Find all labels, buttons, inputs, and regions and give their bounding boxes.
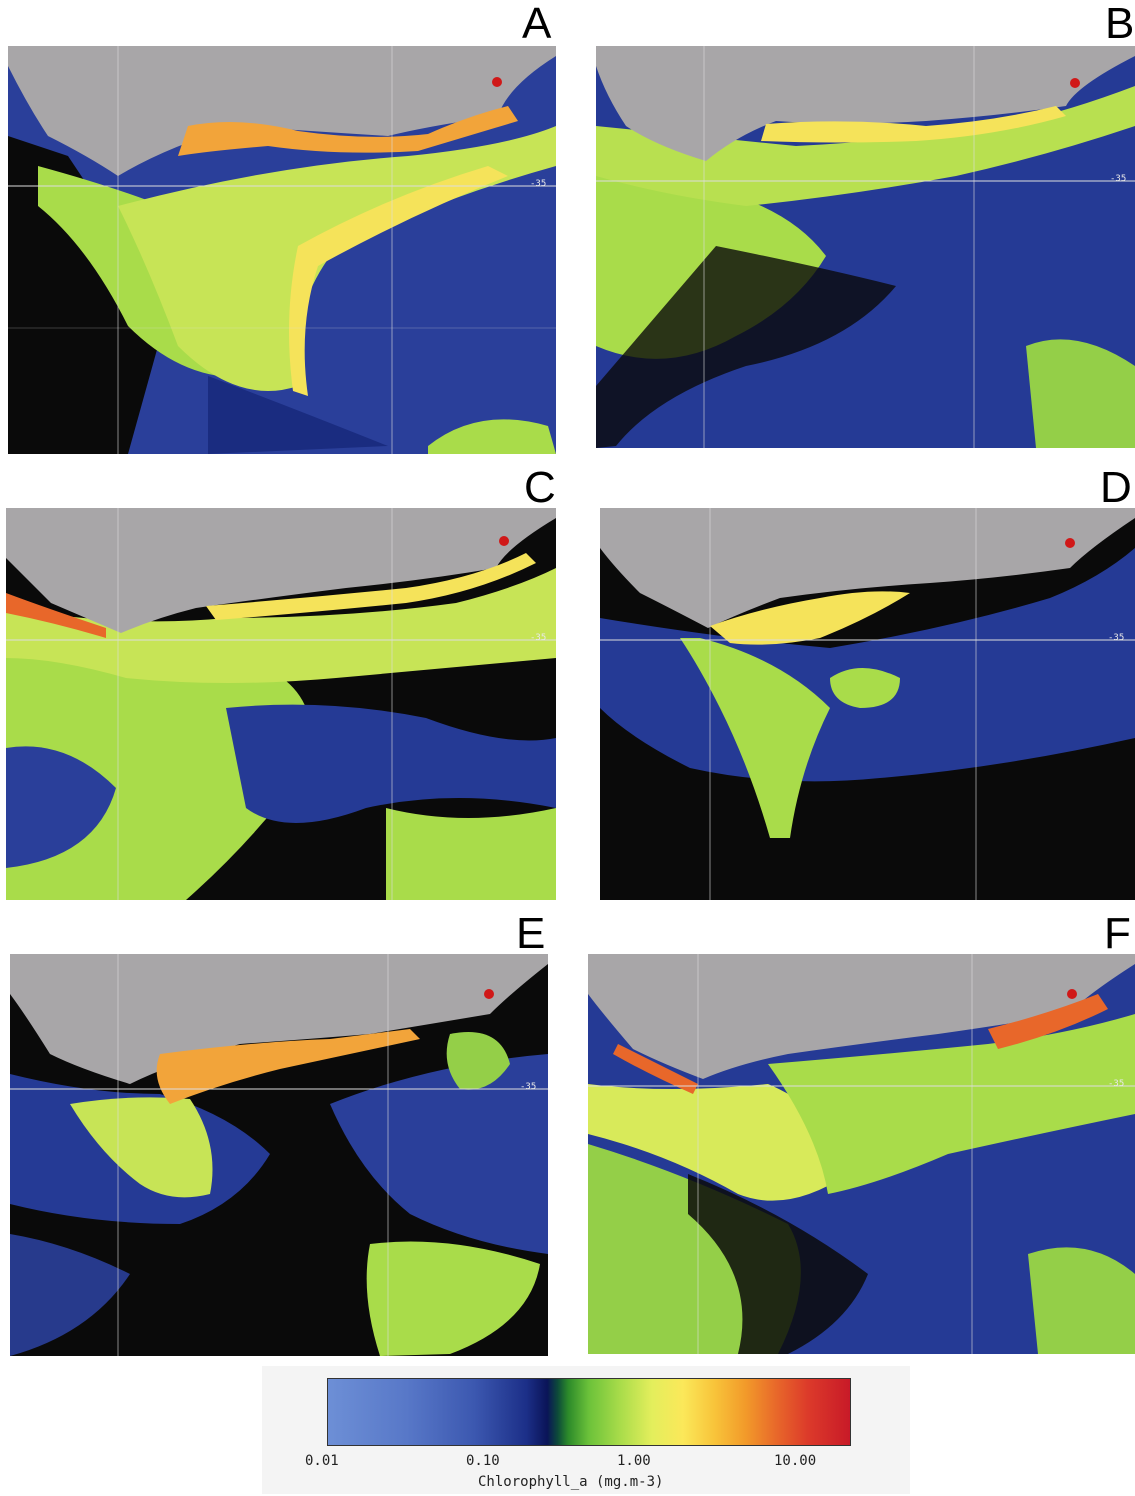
panel-letter-f: F [1104,909,1131,958]
panel-letter-a: A [522,0,552,48]
map-panel-f: -35 [588,954,1135,1354]
colorbar-tick: 0.10 [466,1453,500,1469]
chlorophyll-colorbar [327,1378,851,1446]
colorbar-tick: 1.00 [617,1453,651,1469]
chlorophyll-map-e [10,954,548,1356]
map-panel-c: -35 [6,508,556,900]
panel-letter-e: E [516,909,546,958]
panel-letter-c: C [524,463,556,512]
panel-letter-b: B [1105,0,1135,48]
latitude-label: -35 [520,1082,537,1092]
colorbar-tick: 10.00 [774,1453,817,1469]
map-panel-a: -35 [8,46,556,454]
colorbar-tick: 0.01 [305,1453,339,1469]
panel-letter-d: D [1100,463,1132,512]
latitude-label: -35 [1108,1079,1125,1089]
red-dot-icon [1070,78,1080,88]
chlorophyll-map-a [8,46,556,454]
colorbar-title: Chlorophyll_a (mg.m-3) [478,1474,664,1490]
chlorophyll-map-f [588,954,1135,1354]
latitude-label: -35 [530,633,547,643]
red-dot-icon [1065,538,1075,548]
red-dot-icon [1067,989,1077,999]
latitude-label: -35 [530,179,547,189]
map-panel-b: -35 [596,46,1135,448]
red-dot-icon [499,536,509,546]
map-panel-e: -35 [10,954,548,1356]
chlorophyll-map-d [600,508,1135,900]
red-dot-icon [492,77,502,87]
red-dot-icon [484,989,494,999]
latitude-label: -35 [1108,633,1125,643]
chlorophyll-map-c [6,508,556,900]
latitude-label: -35 [1110,174,1127,184]
chlorophyll-map-b [596,46,1135,448]
map-panel-d: -35 [600,508,1135,900]
